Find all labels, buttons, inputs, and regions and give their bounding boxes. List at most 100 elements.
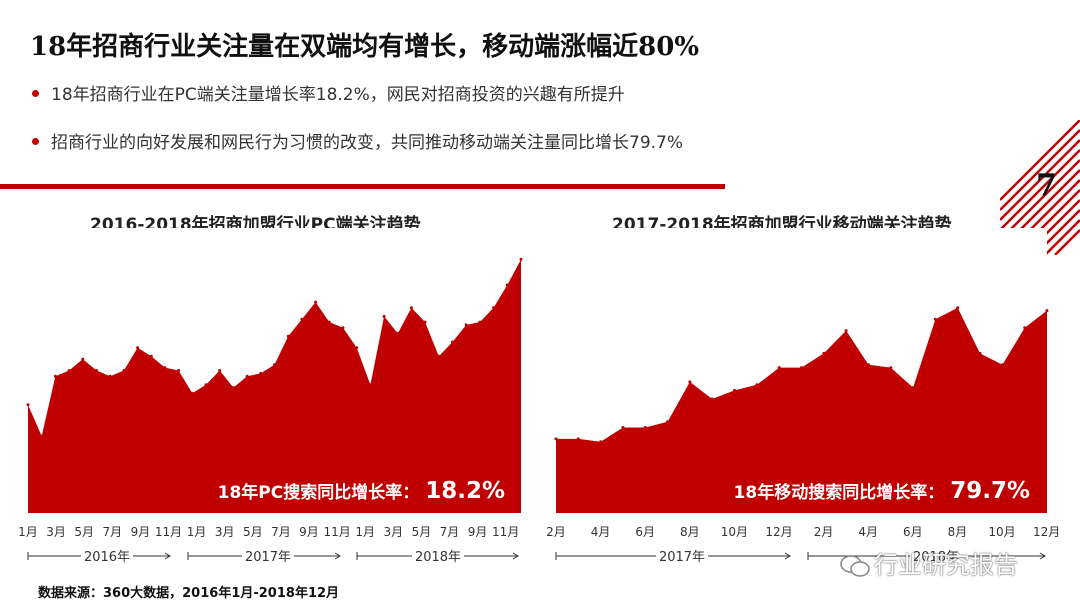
- year-label-bg: [656, 547, 708, 565]
- slide-title: 18年招商行业关注量在双端均有增长，移动端涨幅近80%: [30, 32, 700, 62]
- data-point: [396, 331, 400, 335]
- x-tick-label: 2月: [546, 525, 566, 539]
- data-point: [300, 317, 304, 321]
- data-point: [67, 369, 71, 372]
- x-tick-label: 10月: [721, 525, 748, 539]
- bullet-item: 18年招商行业在PC端关注量增长率18.2%，网民对招商投资的兴趣有所提升: [32, 80, 625, 105]
- x-tick-label: 1月: [187, 525, 207, 539]
- watermark: 行业研究报告: [840, 545, 1018, 580]
- data-point: [505, 283, 509, 287]
- x-tick-label: 9月: [131, 525, 151, 539]
- x-tick-label: 12月: [765, 525, 792, 539]
- year-span-arrow: [784, 552, 791, 560]
- data-point: [382, 314, 386, 318]
- data-point: [492, 306, 496, 310]
- year-label: 2018年: [415, 550, 461, 565]
- data-point: [273, 363, 276, 367]
- x-tick-label: 11月: [323, 525, 350, 539]
- data-point: [149, 354, 153, 358]
- data-point: [314, 300, 318, 304]
- x-tick-label: 1月: [18, 525, 38, 539]
- data-point: [81, 357, 85, 361]
- data-point: [777, 366, 781, 370]
- data-point: [437, 354, 441, 358]
- x-tick-label: 11月: [155, 525, 182, 539]
- data-point: [204, 383, 208, 387]
- decorative-stripes: [1000, 120, 1080, 255]
- data-point: [867, 363, 870, 367]
- watermark-text: 行业研究报告: [874, 551, 1018, 579]
- data-point: [621, 426, 625, 429]
- year-span-arrow: [164, 552, 171, 560]
- x-tick-label: 3月: [46, 525, 66, 539]
- data-point: [341, 326, 345, 330]
- growth-label: 18年PC搜索同比增长率：: [218, 482, 420, 503]
- wechat-icon: [840, 555, 870, 577]
- x-tick-label: 9月: [299, 525, 319, 539]
- x-tick-label: 4月: [591, 525, 611, 539]
- data-point: [889, 366, 893, 370]
- x-tick-label: 10月: [988, 525, 1015, 539]
- x-tick-label: 7月: [440, 525, 460, 539]
- data-point: [40, 434, 44, 438]
- data-point: [576, 437, 580, 441]
- x-tick-label: 5月: [74, 525, 94, 539]
- data-point: [599, 440, 603, 444]
- data-point: [245, 374, 249, 378]
- data-point: [26, 403, 30, 407]
- pc-trend-chart: 18年PC搜索同比增长率： 18.2% 1月 3月 5月 7月 9月 11月 1月 3月 5月 7月 9…: [18, 228, 523, 565]
- year-label-bg: [81, 547, 133, 565]
- data-point: [286, 334, 290, 338]
- data-point: [464, 323, 468, 327]
- growth-value: 18.2%: [425, 478, 505, 504]
- x-tick-label: 3月: [215, 525, 235, 539]
- year-label-bg: [412, 547, 464, 565]
- data-point: [231, 386, 235, 390]
- year-span-arrow: [512, 552, 519, 560]
- data-point: [163, 366, 167, 370]
- x-tick-label: 4月: [858, 525, 878, 539]
- data-point: [259, 371, 263, 375]
- bullet-item: 招商行业的向好发展和网民行为习惯的改变，共同推动移动端关注量同比增长79.7%: [32, 128, 683, 153]
- x-tick-label: 5月: [243, 525, 263, 539]
- growth-annotation: 18年PC搜索同比增长率： 18.2%: [218, 478, 505, 504]
- data-point: [800, 366, 803, 370]
- data-point: [368, 383, 372, 387]
- data-point: [911, 386, 915, 390]
- trend-area: [556, 307, 1047, 513]
- data-point: [327, 320, 331, 324]
- data-point: [1023, 326, 1027, 330]
- data-point: [451, 340, 454, 344]
- data-point: [1000, 363, 1004, 367]
- year-label: 2017年: [245, 550, 291, 565]
- data-point: [218, 369, 222, 372]
- data-point: [136, 346, 140, 350]
- year-label-bg: [910, 547, 962, 565]
- data-point: [554, 437, 558, 441]
- data-point: [956, 306, 960, 310]
- data-point: [978, 351, 982, 355]
- growth-label: 18年移动搜索同比增长率：: [734, 482, 945, 503]
- x-tick-label: 7月: [271, 525, 291, 539]
- data-point: [1045, 309, 1049, 313]
- bullet-text: 招商行业的向好发展和网民行为习惯的改变，共同推动移动端关注量同比增长79.7%: [51, 133, 684, 153]
- x-tick-label: 2月: [814, 525, 834, 539]
- data-point: [519, 257, 523, 261]
- growth-annotation: 18年移动搜索同比增长率： 79.7%: [734, 478, 1030, 504]
- data-point: [733, 388, 736, 392]
- data-point: [478, 320, 482, 324]
- data-point: [122, 369, 126, 372]
- data-point: [643, 426, 647, 429]
- bullet-dot-icon: [32, 89, 39, 97]
- page-number: 7: [1036, 168, 1057, 203]
- year-span-arrow: [1039, 552, 1046, 560]
- data-point: [177, 369, 181, 372]
- data-point: [666, 420, 670, 424]
- x-tick-label: 8月: [948, 525, 968, 539]
- data-point: [822, 351, 826, 355]
- data-point: [409, 306, 413, 310]
- growth-value: 79.7%: [950, 478, 1030, 504]
- x-tick-label: 11月: [492, 525, 519, 539]
- data-point: [933, 317, 937, 321]
